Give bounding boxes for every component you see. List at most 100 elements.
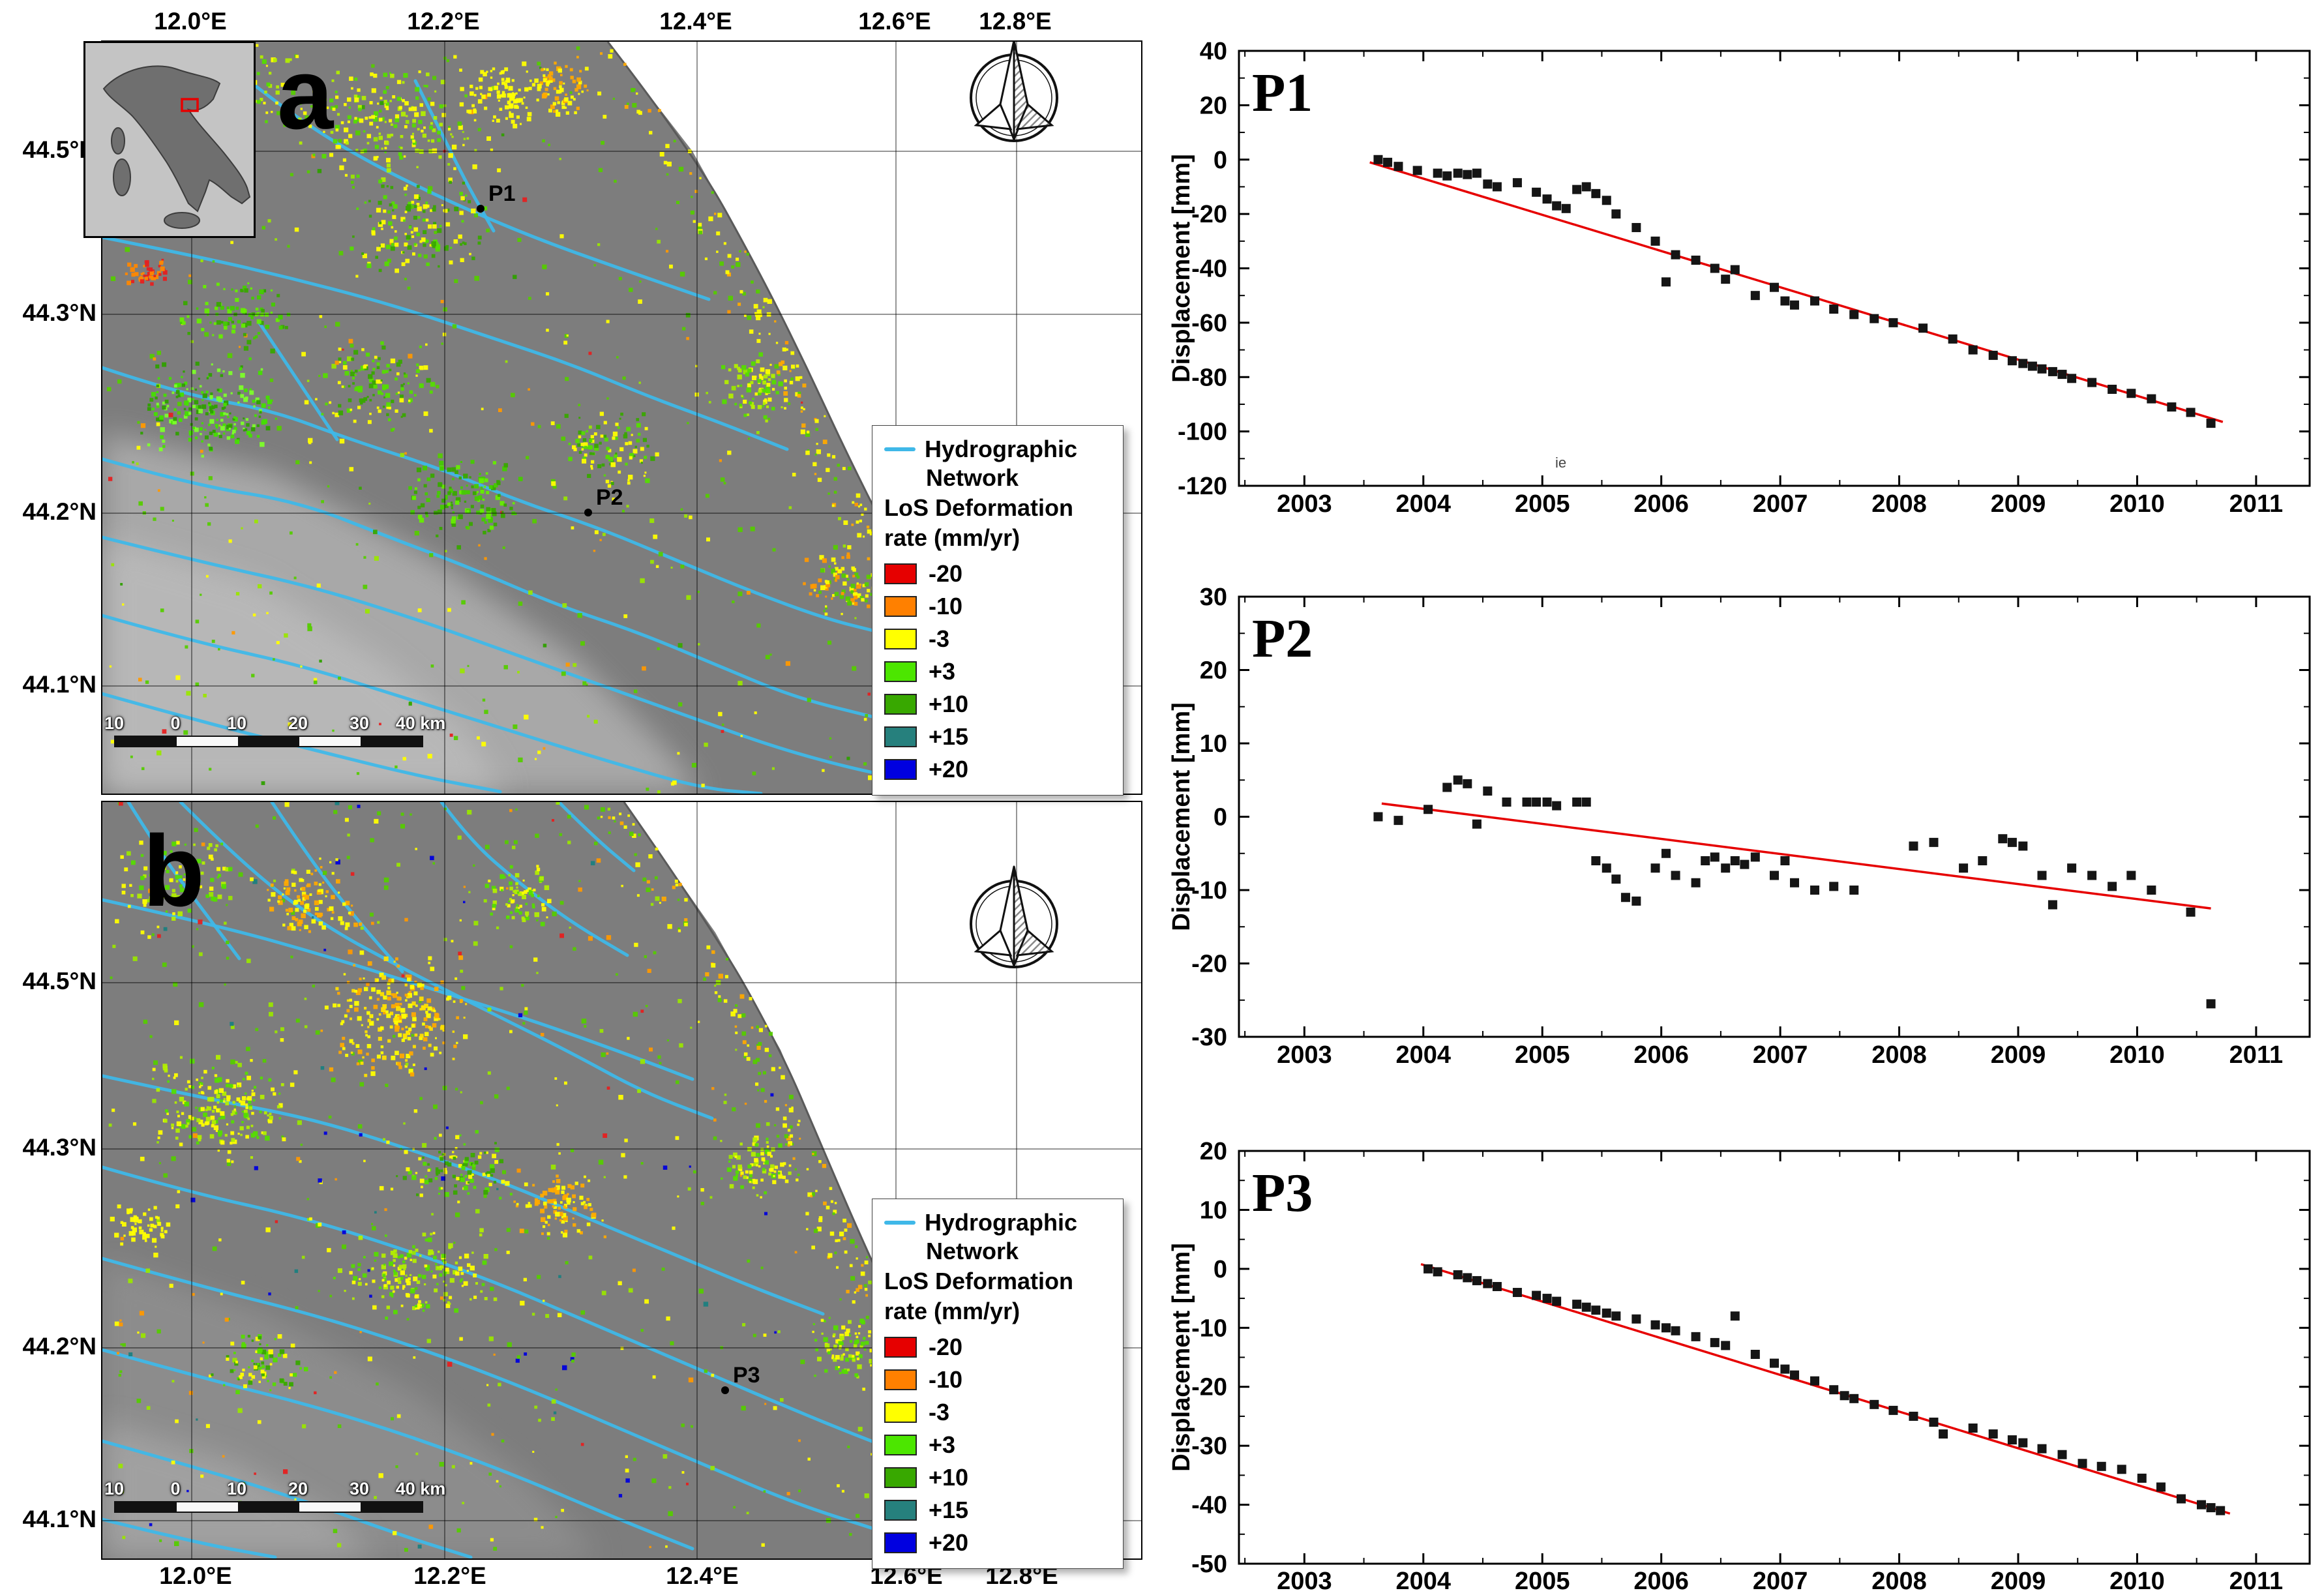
point-marker-label: P3 [733, 1363, 760, 1388]
legend-color-swatch [884, 1467, 917, 1488]
latitude-label-b: 44.3°N [22, 1134, 97, 1161]
x-tick-label: 2005 [1515, 1568, 1570, 1594]
y-tick-label: -20 [1191, 951, 1227, 978]
x-tick-label: 2005 [1515, 490, 1570, 518]
scalebar-segment [361, 737, 422, 746]
longitude-label-bottom: 12.2°E [413, 1562, 486, 1589]
y-tick-label: -60 [1191, 310, 1227, 337]
latitude-label-b: 44.5°N [22, 968, 97, 994]
x-tick-label: 2010 [2109, 490, 2165, 518]
scalebar-segment [115, 737, 177, 746]
legend-entry-+3: +3 [884, 655, 1111, 688]
legend-entry-label: +3 [929, 658, 956, 685]
legend-color-swatch [884, 596, 917, 617]
x-tick-label: 2009 [1991, 1041, 2046, 1069]
y-tick-label: 10 [1200, 730, 1227, 758]
legend-color-swatch [884, 1532, 917, 1553]
latitude-label-a: 44.5°N [22, 136, 97, 163]
scalebar-label: 30 [349, 713, 370, 733]
stray-text: ie [1555, 455, 1566, 471]
chart-panel-p3: 20 10 0 -10 -20 -30 -40 -50 2003 2004 2005 2006 2007… [1167, 1118, 2324, 1594]
y-tick-label: -10 [1191, 1315, 1227, 1342]
scalebar-segment [361, 1502, 422, 1512]
hydrographic-line-icon [884, 1221, 916, 1225]
x-tick-label: 2007 [1753, 1568, 1808, 1594]
legend-color-swatch [884, 694, 917, 715]
scalebar-label: 10 [104, 1479, 125, 1498]
scalebar-segment [299, 1502, 361, 1512]
legend-color-swatch [884, 629, 917, 649]
y-tick-label: 0 [1214, 147, 1227, 174]
scalebar-segment [238, 1502, 299, 1512]
x-tick-label: 2007 [1753, 490, 1808, 518]
legend-color-swatch [884, 1435, 917, 1455]
x-tick-label: 2011 [2229, 1041, 2283, 1069]
scalebar-label: 40 km [395, 713, 446, 733]
scalebar-label: 0 [170, 713, 181, 733]
legend-hydro-label-1: Hydrographic [925, 436, 1078, 462]
y-axis-label: Displacement [mm] [1168, 154, 1195, 383]
x-tick-label: 2003 [1277, 490, 1332, 518]
y-tick-label: -120 [1178, 473, 1227, 500]
legend-hydro-label-2: Network [926, 1238, 1019, 1264]
y-tick-label: -20 [1191, 1374, 1227, 1401]
data-points [1373, 155, 2216, 428]
scalebar-label: 20 [288, 1479, 308, 1498]
point-marker-label: P1 [488, 181, 516, 206]
legend-map-b: Hydrographic Network LoS Deformation rat… [872, 1199, 1124, 1569]
legend-entry-label: +20 [929, 1529, 969, 1556]
scalebar-segment [238, 737, 299, 746]
scalebar-bar [114, 736, 423, 747]
chart-panel-p1: 40 20 0 -20 -40 -60 -80 -100 -120 2003 2004 2005 200… [1167, 13, 2324, 535]
italy-inset-svg [85, 43, 254, 236]
legend-color-swatch [884, 563, 917, 584]
scalebar-label: 10 [226, 713, 247, 733]
y-tick-label: 20 [1200, 92, 1227, 119]
x-tick-label: 2010 [2109, 1041, 2165, 1069]
longitude-label-top: 12.4°E [659, 8, 732, 35]
sardinia-shape [113, 158, 131, 196]
point-marker-dot [721, 1386, 729, 1394]
legend-entry--3: -3 [884, 623, 1111, 655]
legend-entries: -20 -10 -3 +3 +10 +15 +20 [884, 558, 1111, 786]
longitude-label-top: 12.6°E [858, 8, 931, 35]
scalebar-label: 0 [170, 1479, 181, 1498]
legend-entry-label: -20 [929, 1334, 963, 1360]
y-tick-label: -20 [1191, 201, 1227, 228]
legend-color-swatch [884, 726, 917, 747]
legend-entry-+15: +15 [884, 721, 1111, 753]
scalebar-label: 20 [288, 713, 308, 733]
panel-label-a: a [277, 40, 334, 150]
scalebar-label: 40 km [395, 1479, 446, 1498]
latitude-label-b: 44.1°N [22, 1506, 97, 1532]
legend-rate-title-1: LoS Deformation [884, 494, 1074, 521]
hydrographic-network-lines [102, 802, 916, 1558]
chart-panel-p2: 30 20 10 0 -10 -20 -30 2003 2004 2005 2006 2007 2008… [1167, 564, 2324, 1086]
scalebar-segment [115, 1502, 177, 1512]
x-tick-label: 2006 [1633, 1568, 1689, 1594]
y-axis-label: Displacement [mm] [1168, 702, 1195, 931]
longitude-label-top: 12.0°E [154, 8, 227, 35]
y-tick-label: -30 [1191, 1024, 1227, 1051]
legend-entry-label: +20 [929, 756, 969, 783]
legend-hydro-row: Hydrographic [884, 435, 1111, 464]
italy-inset-map [83, 41, 256, 238]
y-tick-label: -30 [1191, 1433, 1227, 1460]
legend-color-swatch [884, 1337, 917, 1358]
scalebar-segment [177, 1502, 238, 1512]
legend-entry-+20: +20 [884, 753, 1111, 786]
y-tick-label: 20 [1200, 657, 1227, 685]
y-tick-label: -100 [1178, 419, 1227, 446]
x-tick-label: 2009 [1991, 1568, 2046, 1594]
corsica-shape [111, 127, 125, 155]
y-tick-label: -40 [1191, 256, 1227, 283]
legend-entry--20: -20 [884, 558, 1111, 590]
x-tick-label: 2011 [2229, 490, 2283, 518]
hydrographic-line-icon [884, 447, 916, 451]
legend-entry-+10: +10 [884, 688, 1111, 721]
plot-box [1238, 50, 2311, 487]
study-area-rectangle [181, 98, 199, 112]
